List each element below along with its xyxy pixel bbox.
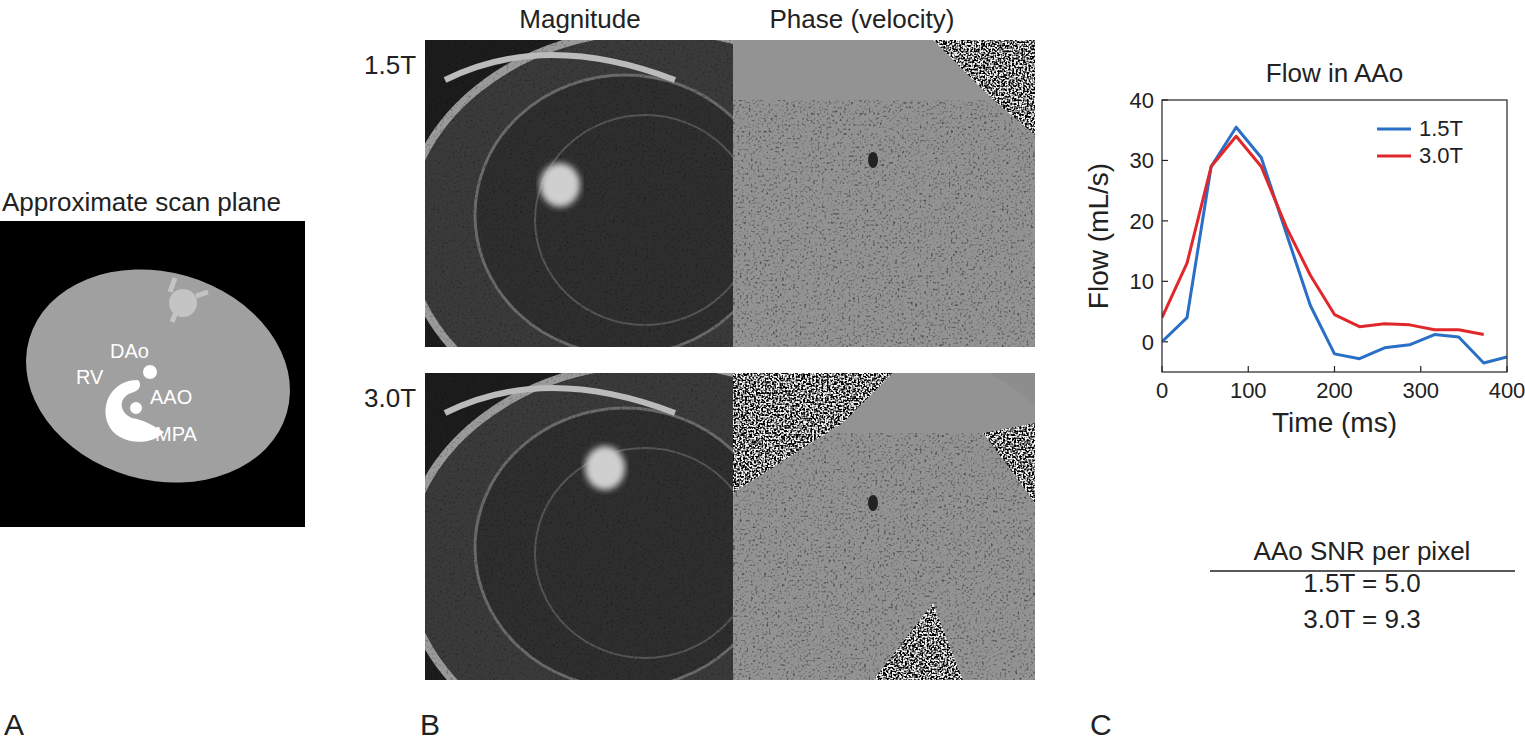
- image-noise: [425, 40, 733, 347]
- magnitude-image: [425, 373, 733, 680]
- heart-signal: [585, 446, 625, 490]
- image-background: [425, 40, 733, 347]
- column-header: Phase (velocity): [770, 4, 955, 34]
- x-tick: [1334, 366, 1335, 372]
- aortic-flow-signal: [868, 152, 878, 168]
- uterine-wall: [425, 373, 733, 680]
- y-tick-label: 30: [1130, 148, 1154, 173]
- x-tick-label: 0: [1156, 378, 1168, 403]
- legend-swatch: [1377, 155, 1411, 158]
- x-axis-label: Time (ms): [1272, 407, 1397, 438]
- descending-aorta: [143, 365, 157, 379]
- y-tick-label: 20: [1130, 209, 1154, 234]
- y-tick: [1162, 220, 1168, 221]
- row-header: 3.0T: [364, 383, 416, 413]
- uterine-wall: [425, 40, 733, 347]
- fetal-body: [1, 239, 316, 513]
- y-tick: [1162, 281, 1168, 282]
- table-row: 3.0T = 9.3: [1303, 604, 1420, 634]
- noise-base: [733, 40, 1035, 347]
- magnitude-image: [425, 40, 733, 347]
- body-region: [733, 40, 1035, 347]
- y-tick-label: 10: [1130, 269, 1154, 294]
- legend-label: 1.5T: [1419, 116, 1463, 141]
- air-noise: [733, 40, 1035, 347]
- heart-signal: [540, 163, 580, 207]
- x-tick: [1248, 366, 1249, 372]
- x-tick-label: 400: [1489, 378, 1525, 403]
- anatomy-label: RV: [76, 366, 104, 388]
- figure: A B C Approximate scan plane DAo RV AAO MPA Magn…: [0, 0, 1525, 747]
- noise-speckle: [733, 373, 1035, 680]
- panel-title: Approximate scan plane: [2, 187, 281, 217]
- phase-noise: [733, 100, 1035, 347]
- image-noise: [425, 373, 733, 680]
- x-tick-label: 100: [1230, 378, 1267, 403]
- legend-label: 3.0T: [1419, 143, 1463, 168]
- panel-label: B: [420, 708, 440, 741]
- body-region: [733, 373, 1035, 680]
- column-header: Magnitude: [519, 4, 640, 34]
- maternal-wall: [445, 55, 675, 80]
- y-tick: [1162, 160, 1168, 161]
- legend-swatch: [1377, 128, 1411, 131]
- y-tick-label: 40: [1130, 88, 1154, 113]
- panel-label: C: [1090, 708, 1112, 741]
- table-row: 1.5T = 5.0: [1303, 568, 1420, 598]
- y-axis-label: Flow (mL/s): [1083, 163, 1114, 309]
- phase-image: [733, 40, 1035, 347]
- air-noise: [733, 373, 1035, 680]
- anatomy-label: AAO: [150, 386, 192, 408]
- panel-label: A: [4, 708, 24, 741]
- aortic-flow-signal: [868, 495, 878, 511]
- table-title: AAo SNR per pixel: [1254, 536, 1471, 566]
- spine-process: [170, 278, 208, 322]
- noise-speckle: [733, 40, 1035, 347]
- x-tick-label: 300: [1402, 378, 1439, 403]
- ascending-aorta: [129, 401, 143, 415]
- anatomy-label: MPA: [155, 423, 198, 445]
- plot-area: [1162, 127, 1507, 363]
- plot-frame: [1162, 100, 1507, 372]
- noise-base: [733, 373, 1035, 680]
- phase-image: [733, 373, 1035, 680]
- x-tick: [1420, 366, 1421, 372]
- series-line: [1162, 136, 1484, 334]
- phase-noise: [733, 433, 1035, 680]
- row-header: 1.5T: [364, 50, 416, 80]
- image-background: [425, 373, 733, 680]
- y-tick-label: 0: [1142, 330, 1154, 355]
- x-tick-label: 200: [1316, 378, 1353, 403]
- series-line: [1162, 127, 1507, 363]
- anatomy-label: DAo: [110, 340, 149, 362]
- maternal-wall: [445, 388, 675, 413]
- chart-title: Flow in AAo: [1266, 58, 1403, 88]
